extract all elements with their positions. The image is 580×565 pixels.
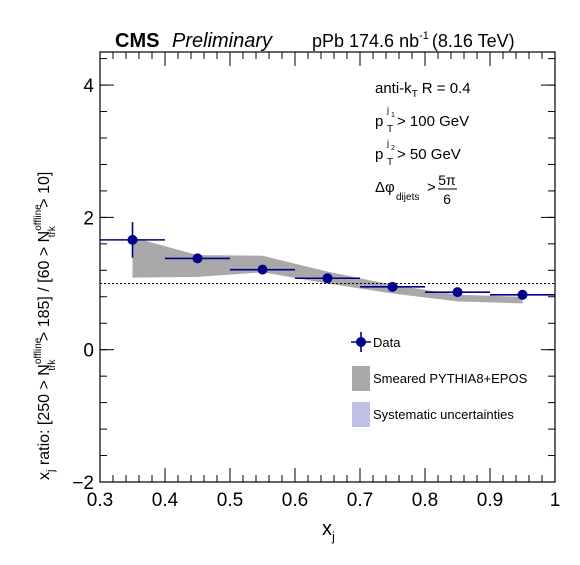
data-point bbox=[490, 289, 555, 300]
data-point bbox=[230, 264, 295, 275]
y-axis-title: xj ratio: [250 > Nofflinetrk > 185] / [6… bbox=[33, 172, 58, 480]
svg-text:j: j bbox=[386, 105, 389, 115]
data-marker bbox=[322, 273, 333, 284]
legend: Data Smeared PYTHIA8+EPOS Systematic unc… bbox=[351, 332, 528, 427]
algo-text: anti-kT R = 0.4 bbox=[375, 80, 471, 100]
luminosity-label: pPb 174.6 nb-1 (8.16 TeV) bbox=[312, 30, 515, 51]
y-tick-label: 0 bbox=[83, 341, 94, 362]
x-tick-label: 0.5 bbox=[217, 490, 243, 511]
data-marker bbox=[452, 287, 463, 298]
pt1-cut: p j 1 T > 100 GeV bbox=[375, 105, 469, 135]
data-point bbox=[165, 253, 230, 264]
data-point bbox=[425, 287, 490, 298]
legend-data-marker bbox=[351, 332, 371, 352]
x-tick-label: 0.8 bbox=[412, 490, 438, 511]
legend-syst-swatch bbox=[352, 402, 370, 427]
data-marker bbox=[387, 281, 398, 292]
svg-text:Δφ: Δφ bbox=[375, 179, 395, 196]
cms-label: CMS bbox=[115, 30, 159, 52]
pythia-band bbox=[132, 237, 523, 304]
svg-text:j: j bbox=[386, 138, 389, 148]
x-tick-label: 0.4 bbox=[152, 490, 179, 511]
preliminary-label: Preliminary bbox=[172, 30, 273, 52]
svg-text:2: 2 bbox=[391, 145, 395, 152]
y-tick-label: 2 bbox=[83, 208, 94, 229]
x-tick-label: 0.3 bbox=[87, 490, 113, 511]
data-marker bbox=[517, 289, 528, 300]
svg-text:T: T bbox=[387, 157, 393, 168]
data-point bbox=[295, 273, 360, 284]
svg-text:1: 1 bbox=[391, 112, 395, 119]
svg-text:> 100 GeV: > 100 GeV bbox=[397, 113, 469, 130]
svg-text:dijets: dijets bbox=[396, 192, 419, 203]
pt2-cut: p j 2 T > 50 GeV bbox=[375, 138, 461, 168]
tick-layer: 0.3 0.4 0.5 0.6 0.7 0.8 0.9 1 −2 0 2 4 bbox=[72, 52, 560, 511]
plot-frame bbox=[99, 51, 556, 483]
x-axis-title: xj bbox=[322, 518, 335, 544]
x-tick-label: 0.6 bbox=[282, 490, 308, 511]
legend-syst-label: Systematic uncertainties bbox=[373, 407, 514, 422]
legend-data-label: Data bbox=[373, 335, 401, 350]
svg-text:p: p bbox=[375, 113, 383, 130]
dphi-cut: Δφ dijets > 5π 6 bbox=[375, 172, 457, 207]
svg-text:>: > bbox=[427, 179, 436, 196]
data-point bbox=[100, 222, 165, 258]
y-tick-label: −2 bbox=[72, 473, 94, 494]
svg-text:5π: 5π bbox=[438, 172, 456, 188]
legend-pythia-swatch bbox=[352, 366, 370, 391]
x-tick-label: 0.7 bbox=[347, 490, 373, 511]
x-tick-label: 1 bbox=[550, 490, 561, 511]
svg-text:> 50 GeV: > 50 GeV bbox=[397, 146, 461, 163]
data-point bbox=[360, 281, 425, 292]
x-tick-label: 0.9 bbox=[477, 490, 503, 511]
pythia-band-layer bbox=[132, 237, 523, 304]
data-marker bbox=[192, 253, 203, 264]
data-layer bbox=[100, 222, 555, 300]
data-marker bbox=[257, 264, 268, 275]
svg-text:T: T bbox=[387, 124, 393, 135]
data-marker bbox=[127, 234, 138, 245]
svg-text:6: 6 bbox=[443, 191, 451, 207]
svg-text:p: p bbox=[375, 146, 383, 163]
legend-pythia-label: Smeared PYTHIA8+EPOS bbox=[373, 371, 528, 386]
y-tick-label: 4 bbox=[83, 76, 94, 97]
